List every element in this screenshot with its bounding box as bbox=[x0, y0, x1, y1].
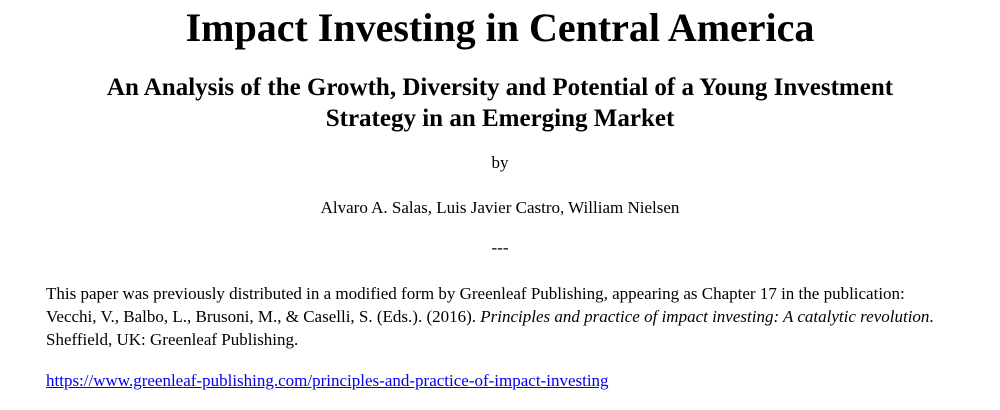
note-text-end: . Sheffield, UK: Greenleaf Publishing. bbox=[46, 307, 934, 349]
authors: Alvaro A. Salas, Luis Javier Castro, Wil… bbox=[320, 198, 680, 217]
subtitle-line-1: An Analysis of the Growth, Diversity and… bbox=[106, 74, 894, 101]
separator: --- bbox=[491, 238, 509, 257]
by-label: by bbox=[491, 153, 509, 172]
book-title: Principles and practice of impact invest… bbox=[480, 307, 930, 326]
publication-note: This paper was previously distributed in… bbox=[46, 282, 946, 351]
subtitle-line-2: Strategy in an Emerging Market bbox=[325, 105, 675, 132]
publisher-link[interactable]: https://www.greenleaf-publishing.com/pri… bbox=[46, 371, 609, 390]
note-text: This paper was previously distributed in… bbox=[46, 284, 905, 326]
page-title: Impact Investing in Central America bbox=[185, 5, 815, 50]
subtitle: An Analysis of the Growth, Diversity and… bbox=[0, 72, 1000, 134]
